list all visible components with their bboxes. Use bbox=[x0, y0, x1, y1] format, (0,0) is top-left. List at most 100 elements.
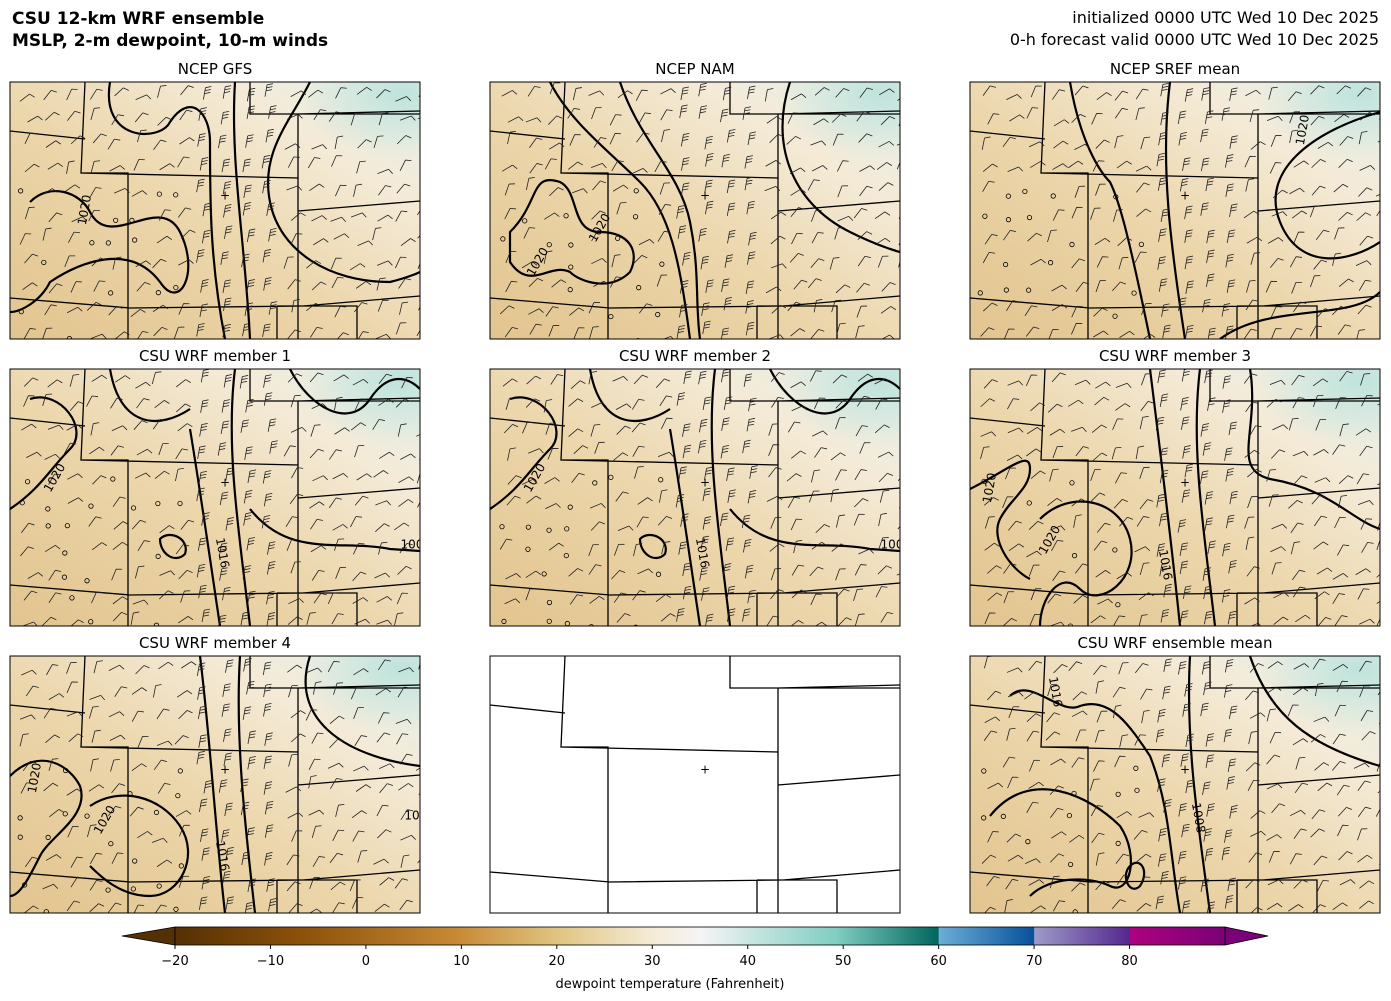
wind-barb bbox=[980, 327, 995, 337]
wind-barb bbox=[196, 487, 205, 502]
wind-barb bbox=[199, 303, 208, 318]
wind-barb bbox=[44, 304, 57, 316]
wind-barb bbox=[1002, 756, 1016, 768]
wind-barb bbox=[284, 143, 301, 150]
wind-barb bbox=[243, 658, 252, 672]
wind-barb bbox=[286, 185, 303, 191]
wind-barb bbox=[987, 831, 999, 843]
wind-barb bbox=[1376, 573, 1380, 578]
wind-barb bbox=[569, 307, 585, 316]
calm-wind bbox=[88, 619, 94, 625]
wind-barb bbox=[372, 227, 382, 241]
calm-wind bbox=[1002, 261, 1009, 268]
wind-barb bbox=[682, 251, 691, 266]
wind-barb bbox=[21, 669, 37, 676]
wind-barb bbox=[1225, 154, 1234, 168]
wind-barb bbox=[1071, 305, 1083, 318]
wind-barb bbox=[133, 420, 148, 430]
wind-barb bbox=[110, 445, 124, 456]
wind-barb bbox=[660, 613, 676, 622]
wind-barb bbox=[1092, 330, 1109, 338]
wind-barb bbox=[765, 160, 781, 167]
wind-barb bbox=[1375, 193, 1380, 197]
wind-barb bbox=[980, 431, 997, 437]
wind-barb bbox=[1111, 446, 1122, 460]
wind-barb bbox=[63, 442, 77, 454]
wind-barb bbox=[244, 446, 253, 460]
wind-barb bbox=[47, 162, 64, 170]
wind-barb bbox=[1177, 519, 1187, 533]
wind-barb bbox=[197, 686, 206, 700]
wind-barb bbox=[377, 214, 393, 222]
calm-wind bbox=[88, 503, 94, 509]
wind-barb bbox=[896, 573, 900, 576]
wind-barb bbox=[507, 475, 522, 485]
wind-barb bbox=[1332, 733, 1346, 745]
wind-barb bbox=[1265, 280, 1278, 293]
wind-barb bbox=[354, 618, 371, 625]
calm-wind bbox=[1131, 290, 1137, 296]
calm-wind bbox=[113, 217, 119, 223]
wind-barb bbox=[748, 231, 757, 246]
wind-barb bbox=[590, 503, 606, 509]
wind-barb bbox=[854, 564, 867, 576]
wind-barb bbox=[1206, 249, 1215, 264]
wind-barb bbox=[1052, 446, 1064, 459]
wind-barb bbox=[312, 681, 322, 695]
wind-barb bbox=[66, 160, 75, 174]
wind-barb bbox=[44, 111, 60, 121]
wind-barb bbox=[1291, 210, 1308, 219]
wind-barb bbox=[835, 399, 850, 409]
wind-barb bbox=[1245, 178, 1255, 192]
wind-barb bbox=[159, 570, 176, 576]
wind-barb bbox=[1046, 712, 1060, 723]
wind-barb bbox=[747, 85, 756, 100]
calm-wind bbox=[130, 505, 137, 511]
contour-label: 1016 bbox=[213, 840, 232, 873]
wind-barb bbox=[1091, 113, 1103, 125]
wind-barb bbox=[1115, 403, 1131, 411]
wind-barb bbox=[657, 230, 671, 242]
wind-barb bbox=[986, 875, 1000, 887]
wind-barb bbox=[523, 227, 536, 239]
wind-barb bbox=[1030, 161, 1046, 168]
wind-barb bbox=[335, 87, 347, 99]
wind-barb bbox=[68, 231, 80, 243]
calm-wind bbox=[632, 214, 639, 220]
wind-barb bbox=[1162, 685, 1171, 700]
wind-barb bbox=[1358, 500, 1374, 506]
wind-barb bbox=[265, 128, 275, 143]
city-marker: + bbox=[1180, 476, 1190, 490]
wind-barb bbox=[137, 736, 149, 748]
calm-wind bbox=[1112, 313, 1118, 319]
wind-barb bbox=[419, 912, 420, 913]
wind-barb bbox=[288, 598, 304, 605]
wind-barb bbox=[1359, 165, 1376, 171]
wind-barb bbox=[1381, 377, 1391, 387]
wind-barb bbox=[1311, 159, 1326, 168]
moist-region bbox=[970, 82, 1380, 339]
wind-barb bbox=[1095, 852, 1105, 866]
calm-wind bbox=[568, 264, 574, 270]
wind-barb bbox=[1269, 379, 1286, 385]
wind-barb bbox=[1228, 705, 1238, 720]
wind-barb bbox=[91, 374, 107, 382]
wind-barb bbox=[881, 282, 896, 292]
wind-barb bbox=[1244, 690, 1259, 701]
wind-barb bbox=[1224, 659, 1234, 673]
wind-barb bbox=[246, 105, 256, 119]
wind-barb bbox=[45, 854, 62, 861]
wind-barb bbox=[1182, 585, 1192, 599]
wind-barb bbox=[1163, 658, 1172, 672]
wind-barb bbox=[548, 324, 560, 337]
wind-barb bbox=[1273, 616, 1289, 625]
wind-barb bbox=[506, 495, 521, 506]
wind-barb bbox=[244, 902, 253, 913]
wind-barb bbox=[1113, 499, 1128, 509]
wind-barb bbox=[350, 687, 363, 700]
wind-barb bbox=[896, 143, 900, 146]
calm-wind bbox=[89, 240, 95, 246]
wind-barb bbox=[223, 297, 232, 312]
calm-wind bbox=[608, 313, 614, 320]
wind-barb bbox=[609, 114, 622, 126]
